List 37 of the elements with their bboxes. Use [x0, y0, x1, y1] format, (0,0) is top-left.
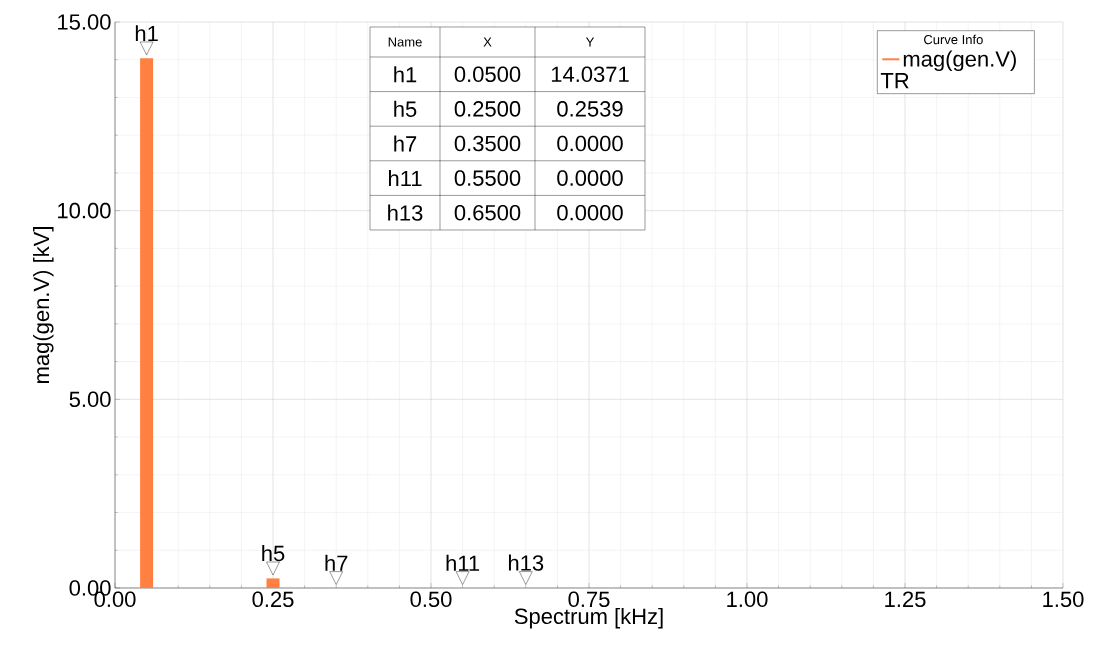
- legend-label: mag(gen.V): [903, 50, 1016, 72]
- text: h7: [394, 135, 417, 152]
- annotation: Y: [585, 37, 595, 47]
- text: h5: [394, 100, 417, 117]
- x-tick-label: 0.75: [568, 591, 610, 608]
- annotation: h7: [325, 554, 348, 571]
- annotation: X: [483, 37, 492, 47]
- text: h13: [388, 204, 423, 221]
- text: h11: [388, 170, 422, 187]
- y-axis-title: mag(gen.V) [kV]: [33, 227, 54, 383]
- annotation: 0.2500: [454, 101, 521, 117]
- annotation: 0.5500: [454, 170, 521, 186]
- annotation: h1: [135, 25, 158, 42]
- x-tick-label: 0.50: [410, 591, 452, 608]
- annotation: 14.0371: [551, 66, 629, 83]
- annotation: 0.3500: [454, 135, 521, 152]
- annotation: 0.0000: [557, 170, 623, 186]
- text: h1: [394, 66, 417, 83]
- x-tick-label: 0.25: [252, 591, 294, 608]
- y-tick-label: 15.00: [58, 14, 111, 30]
- annotation: h5: [262, 545, 285, 562]
- x-tick-label: 1.00: [727, 591, 768, 608]
- annotation: TR: [880, 73, 909, 89]
- annotation: 0.0500: [454, 66, 521, 83]
- x-axis-title: Spectrum [kHz]: [514, 607, 663, 629]
- annotation: 0.6500: [454, 204, 521, 221]
- x-tick-label: 1.25: [885, 591, 926, 608]
- annotation: 0.0000: [557, 135, 623, 152]
- annotation: h11: [446, 554, 480, 571]
- annotation: Name: [388, 37, 422, 47]
- annotation: 0.2539: [557, 101, 623, 117]
- x-tick-label: 1.50: [1043, 591, 1084, 608]
- legend-title: Curve Info: [924, 34, 983, 45]
- y-tick-label: 5.00: [69, 391, 111, 408]
- annotation: h13: [508, 554, 544, 571]
- annotation: 0.0000: [557, 204, 623, 221]
- y-tick-label: 10.00: [58, 202, 111, 219]
